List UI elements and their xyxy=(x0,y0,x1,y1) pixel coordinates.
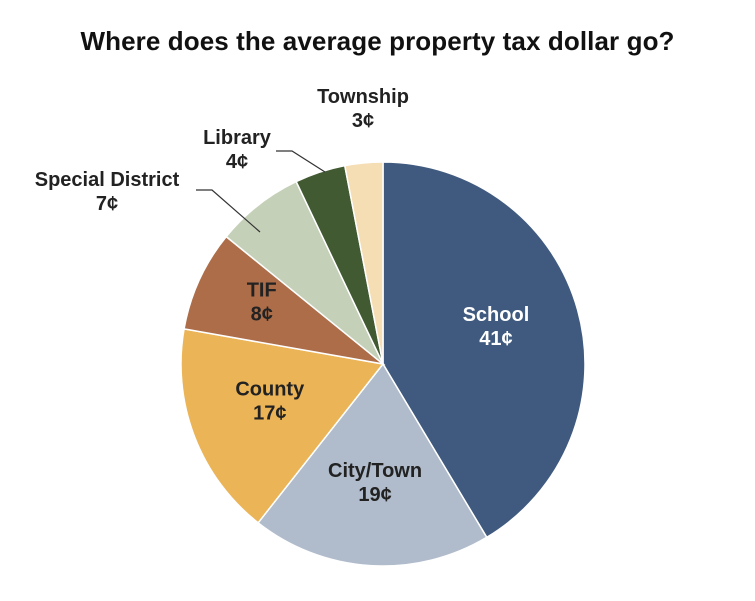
slice-value-township: 3¢ xyxy=(352,110,374,132)
leader-lines xyxy=(196,150,326,233)
slice-township xyxy=(343,161,384,365)
leader-line-special-district xyxy=(196,189,261,233)
slice-value-tif: 8¢ xyxy=(251,304,273,326)
slice-label-special-district: Special District xyxy=(35,169,180,191)
slice-value-city-town: 19¢ xyxy=(358,484,391,506)
slice-value-school: 41¢ xyxy=(479,328,512,350)
chart-title: Where does the average property tax doll… xyxy=(80,26,675,56)
slice-label-school: School xyxy=(463,304,530,326)
pie-slices xyxy=(180,161,586,567)
slice-label-tif: TIF xyxy=(247,280,277,302)
slice-label-township: Township xyxy=(317,86,409,108)
slice-label-city-town: City/Town xyxy=(328,460,422,482)
slice-label-county: County xyxy=(235,378,305,400)
slice-county xyxy=(180,328,385,524)
slice-label-library: Library xyxy=(203,127,272,149)
slice-value-county: 17¢ xyxy=(253,402,286,424)
slice-value-library: 4¢ xyxy=(226,151,248,173)
slice-city-town xyxy=(257,362,488,567)
slice-value-special-district: 7¢ xyxy=(96,193,118,215)
slice-school xyxy=(382,161,586,539)
leader-line-library xyxy=(276,150,326,173)
slice-tif xyxy=(183,235,386,366)
